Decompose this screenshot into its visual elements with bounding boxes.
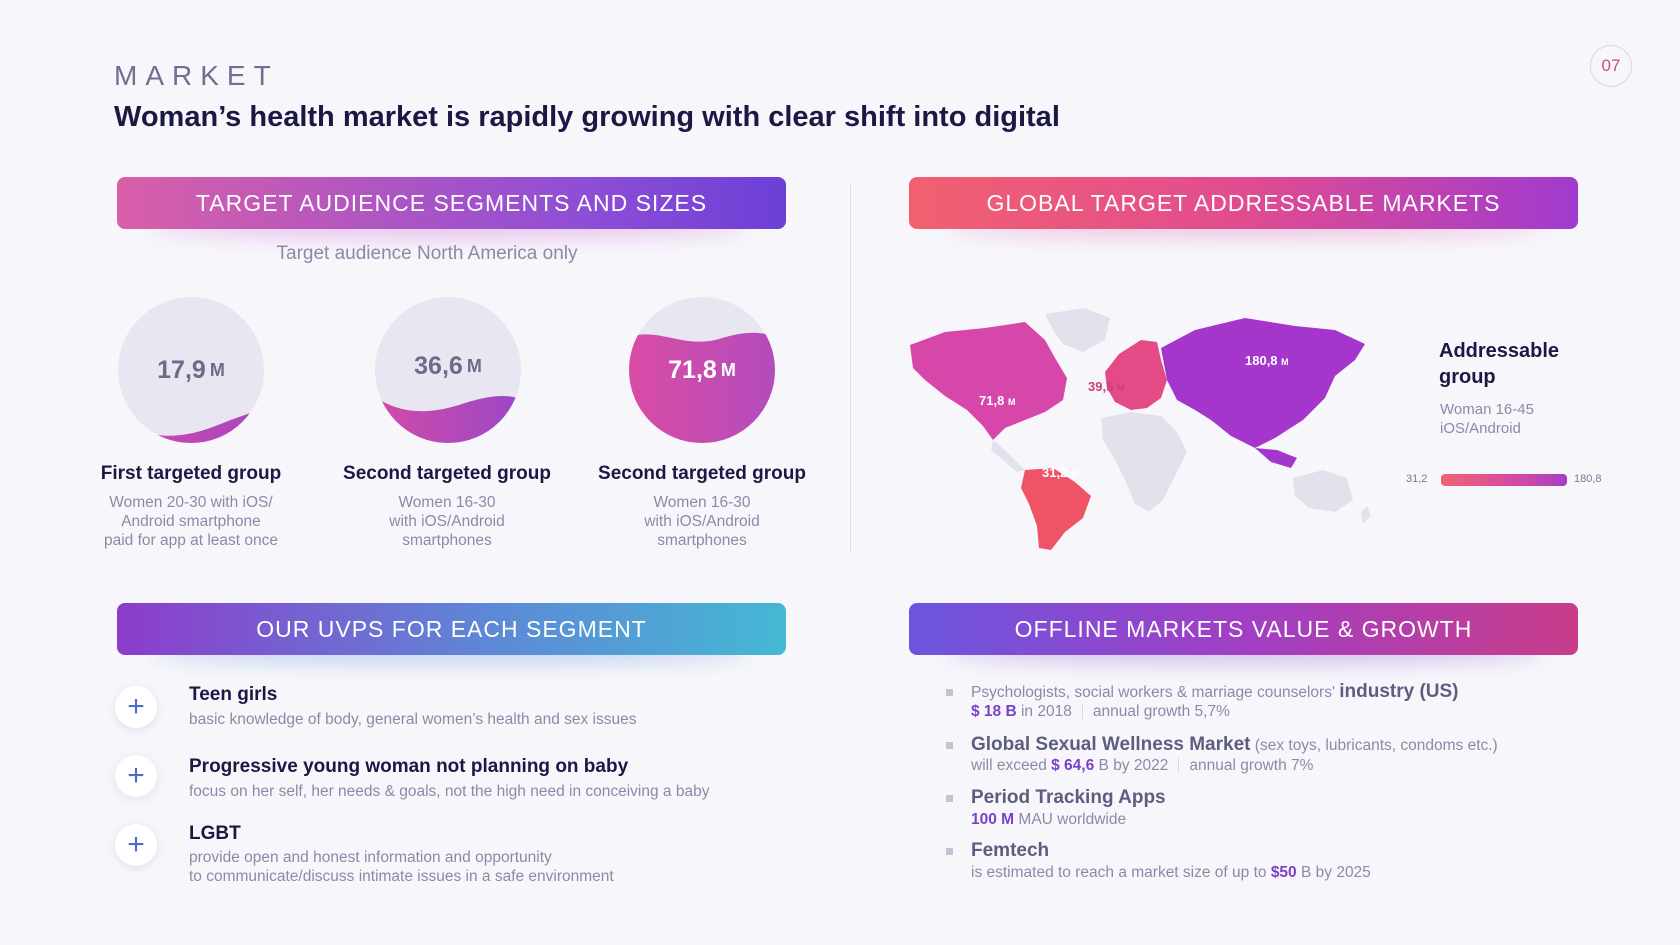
map-label-south-america: 31,2 M	[1042, 465, 1079, 480]
legend-title: Addressable group	[1439, 340, 1560, 388]
page-number-badge: 07	[1590, 45, 1632, 87]
segment-description: Women 16-30 with iOS/Android smartphones	[644, 494, 760, 549]
page-title: Woman’s health market is rapidly growing…	[114, 101, 1060, 133]
offline-item-detail: will exceed $ 64,6 B by 2022 annual growt…	[971, 757, 1314, 774]
uvps-banner: OUR UVPS FOR EACH SEGMENT	[117, 603, 786, 655]
south-america-shape	[1021, 468, 1091, 550]
column-divider	[850, 183, 851, 553]
segment-title: Second targeted group	[598, 463, 806, 484]
map-label-europe: 39,5 M	[1088, 379, 1125, 394]
target-audience-subtitle: Target audience North America only	[276, 243, 578, 264]
offline-item-title: Period Tracking Apps	[971, 787, 1166, 808]
segment-description: Women 20-30 with iOS/ Android smartphone…	[103, 494, 279, 549]
new-zealand-shape	[1361, 506, 1371, 524]
uvp-description: focus on her self, her needs & goals, no…	[189, 783, 710, 800]
southeast-asia-shape	[1255, 448, 1297, 468]
segment-title: First targeted group	[100, 463, 282, 484]
segment-size-circle: 17,9 M	[118, 297, 264, 443]
greenland-shape	[1045, 308, 1110, 352]
australia-shape	[1293, 470, 1353, 512]
central-america-shape	[991, 440, 1025, 472]
segment-value: 36,6	[414, 351, 463, 380]
global-markets-banner: GLOBAL TARGET ADDRESSABLE MARKETS	[909, 177, 1578, 229]
segment-value: 71,8	[668, 355, 717, 384]
north-america-shape	[910, 322, 1067, 440]
legend-subtitle: Woman 16-45 iOS/Android	[1440, 401, 1534, 437]
segment-size-circle: 71,8 M	[629, 297, 775, 443]
segment-description: Women 16-30 with iOS/Android smartphones	[389, 494, 505, 549]
map-label-north-america: 71,8 M	[979, 393, 1016, 408]
offline-markets-banner: OFFLINE MARKETS VALUE & GROWTH	[909, 603, 1578, 655]
segment-unit: M	[209, 359, 225, 380]
legend-max-value: 180,8	[1574, 473, 1602, 485]
segment-title: Second targeted group	[343, 463, 551, 484]
offline-item-title: Femtech	[971, 840, 1050, 861]
legend-min-value: 31,2	[1406, 473, 1428, 485]
bullet-icon	[946, 848, 953, 855]
plus-icon[interactable]: +	[115, 824, 157, 866]
europe-shape	[1105, 340, 1167, 410]
target-audience-banner: TARGET AUDIENCE SEGMENTS AND SIZES	[117, 177, 786, 229]
uvp-title: Progressive young woman not planning on …	[189, 756, 629, 777]
africa-shape	[1101, 412, 1187, 512]
section-label: MARKET	[114, 60, 279, 91]
legend-color-scale	[1441, 474, 1567, 486]
plus-icon[interactable]: +	[115, 755, 157, 797]
offline-item-title: Psychologists, social workers & marriage…	[971, 681, 1459, 702]
bullet-icon	[946, 689, 953, 696]
segment-size-circle: 36,6 M	[375, 297, 521, 443]
uvp-title: Teen girls	[189, 684, 278, 705]
uvp-title: LGBT	[189, 823, 241, 844]
world-map	[910, 308, 1371, 550]
uvp-description: provide open and honest information and …	[189, 849, 614, 885]
segment-value: 17,9	[157, 355, 206, 384]
asia-shape	[1161, 318, 1365, 448]
map-label-asia: 180,8 M	[1245, 353, 1289, 368]
bullet-icon	[946, 795, 953, 802]
offline-item-detail: is estimated to reach a market size of u…	[971, 864, 1371, 881]
segment-unit: M	[720, 359, 736, 380]
uvp-description: basic knowledge of body, general women’s…	[189, 711, 637, 728]
segment-unit: M	[466, 355, 482, 376]
offline-item-detail: 100 M MAU worldwide	[971, 811, 1127, 828]
bullet-icon	[946, 742, 953, 749]
plus-icon[interactable]: +	[115, 686, 157, 728]
offline-item-title: Global Sexual Wellness Market (sex toys,…	[971, 734, 1498, 755]
offline-item-detail: $ 18 B in 2018 annual growth 5,7%	[971, 703, 1230, 720]
